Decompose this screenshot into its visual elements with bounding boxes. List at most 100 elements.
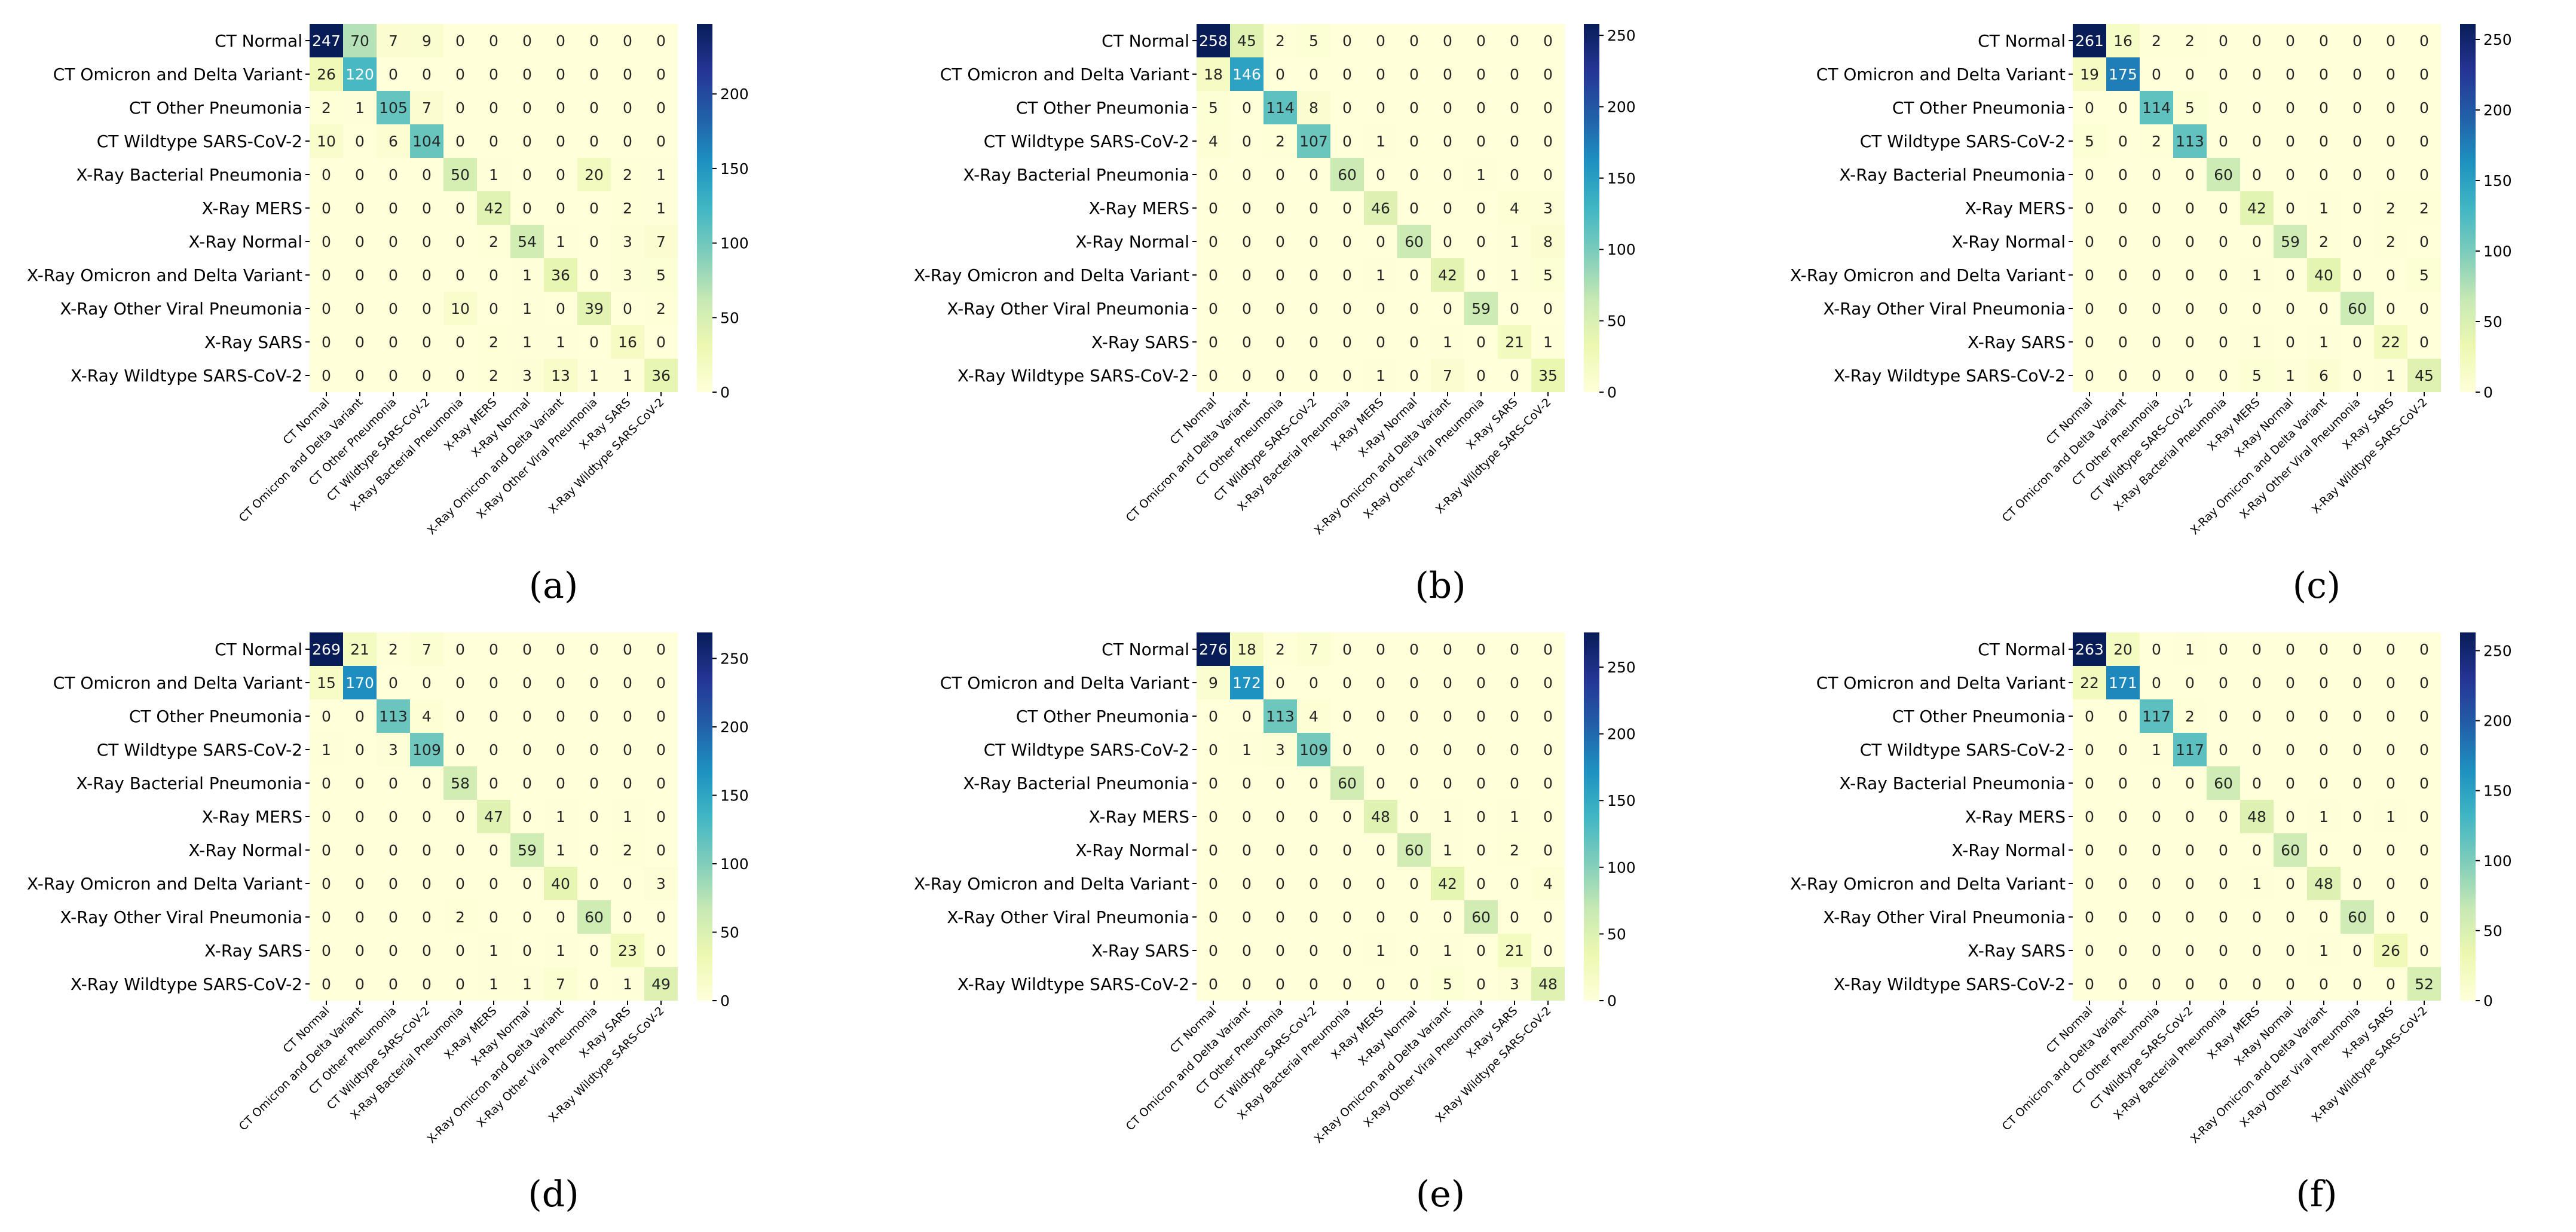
heatmap-cell xyxy=(477,124,510,158)
row-tick-label: X-Ray Wildtype SARS-CoV-2 xyxy=(957,974,1189,994)
heatmap-cell xyxy=(544,292,577,325)
cell-value-label: 0 xyxy=(1476,32,1486,50)
cell-value-label: 0 xyxy=(1242,233,1252,250)
cell-value-label: 0 xyxy=(2118,99,2128,117)
cell-value-label: 0 xyxy=(623,875,632,892)
cell-value-label: 0 xyxy=(2319,300,2329,317)
cell-value-label: 0 xyxy=(1510,708,1519,725)
heatmap-cell xyxy=(443,766,477,800)
heatmap-cell xyxy=(2240,191,2274,225)
heatmap-cell xyxy=(1297,292,1330,325)
heatmap-cell xyxy=(611,359,644,392)
cell-value-label: 36 xyxy=(651,367,671,384)
cell-value-label: 0 xyxy=(2118,334,2128,351)
heatmap-cell xyxy=(2240,24,2274,57)
heatmap-cell xyxy=(2073,225,2106,258)
heatmap-cell xyxy=(410,124,443,158)
heatmap-cell xyxy=(544,57,577,91)
cell-value-label: 0 xyxy=(2185,66,2195,83)
heatmap-cell xyxy=(310,124,343,158)
cell-value-label: 0 xyxy=(2419,99,2429,117)
heatmap-cell xyxy=(1464,934,1498,967)
heatmap-cell xyxy=(2106,632,2140,666)
cell-value-label: 0 xyxy=(455,133,465,150)
cell-value-label: 48 xyxy=(2247,808,2266,826)
row-tick-label: CT Other Pneumonia xyxy=(129,98,302,118)
cell-value-label: 0 xyxy=(1476,367,1486,384)
cell-value-label: 0 xyxy=(1309,808,1318,826)
heatmap-cell xyxy=(1397,632,1431,666)
cell-value-label: 0 xyxy=(2219,842,2228,859)
heatmap-cell xyxy=(377,666,410,699)
cell-value-label: 60 xyxy=(1471,909,1491,926)
cell-value-label: 0 xyxy=(1510,166,1519,184)
heatmap-cell xyxy=(2374,225,2407,258)
heatmap-cell xyxy=(477,24,510,57)
cell-value-label: 0 xyxy=(1443,674,1452,692)
cell-value-label: 9 xyxy=(1209,674,1218,692)
cell-value-label: 60 xyxy=(2348,909,2367,926)
row-tick-label: X-Ray Normal xyxy=(188,840,302,860)
heatmap-cell xyxy=(377,158,410,191)
cell-value-label: 3 xyxy=(1510,976,1519,993)
cell-value-label: 0 xyxy=(2352,334,2362,351)
cell-value-label: 1 xyxy=(2286,367,2295,384)
heatmap-cell xyxy=(2374,699,2407,733)
heatmap-cell xyxy=(2240,967,2274,1001)
heatmap-cell xyxy=(2140,359,2173,392)
cell-value-label: 0 xyxy=(656,909,666,926)
cell-value-label: 45 xyxy=(2415,367,2434,384)
heatmap-cell xyxy=(1297,632,1330,666)
heatmap-cell xyxy=(2374,91,2407,124)
heatmap-cell xyxy=(611,292,644,325)
cell-value-label: 1 xyxy=(1476,166,1486,184)
heatmap-cell xyxy=(1297,800,1330,833)
cell-value-label: 0 xyxy=(2219,200,2228,217)
cell-value-label: 0 xyxy=(1543,641,1553,658)
row-tick-label: X-Ray Normal xyxy=(1951,232,2066,252)
heatmap-cell xyxy=(2240,292,2274,325)
cell-value-label: 0 xyxy=(589,32,599,50)
cell-value-label: 109 xyxy=(412,741,441,759)
heatmap-cell xyxy=(2374,24,2407,57)
heatmap-cell xyxy=(2240,800,2274,833)
heatmap-cell xyxy=(2073,833,2106,867)
heatmap-cell xyxy=(1397,57,1431,91)
cell-value-label: 0 xyxy=(2386,99,2396,117)
heatmap-cell xyxy=(2106,24,2140,57)
row-tick-label: X-Ray Omicron and Delta Variant xyxy=(914,874,1189,894)
heatmap-cell xyxy=(2106,158,2140,191)
colorbar-tick-label: 50 xyxy=(1607,313,1626,330)
cell-value-label: 0 xyxy=(455,99,465,117)
cell-value-label: 5 xyxy=(1543,267,1553,284)
heatmap-cell xyxy=(310,666,343,699)
cell-value-label: 0 xyxy=(322,976,331,993)
cell-value-label: 0 xyxy=(2419,842,2429,859)
cell-value-label: 0 xyxy=(656,66,666,83)
cell-value-label: 3 xyxy=(1275,741,1285,759)
heatmap-cell xyxy=(2307,666,2341,699)
heatmap-cell xyxy=(2307,24,2341,57)
cell-value-label: 0 xyxy=(2219,741,2228,759)
heatmap-cell xyxy=(2240,91,2274,124)
cell-value-label: 15 xyxy=(317,674,336,692)
heatmap-cell xyxy=(2341,800,2374,833)
heatmap-cell xyxy=(310,292,343,325)
heatmap-cell xyxy=(1230,699,1263,733)
heatmap-cell xyxy=(2173,967,2207,1001)
cell-value-label: 0 xyxy=(2152,909,2161,926)
cell-value-label: 1 xyxy=(2252,267,2262,284)
cell-value-label: 0 xyxy=(1309,942,1318,959)
heatmap-cell xyxy=(2407,24,2441,57)
heatmap-cell xyxy=(1397,766,1431,800)
colorbar-tick-label: 200 xyxy=(720,85,749,103)
cell-value-label: 0 xyxy=(2118,133,2128,150)
heatmap-cell xyxy=(1330,699,1364,733)
cell-value-label: 0 xyxy=(522,166,532,184)
cell-value-label: 0 xyxy=(623,708,632,725)
heatmap-cell xyxy=(1263,325,1297,359)
row-tick-label: X-Ray SARS xyxy=(204,332,302,352)
cell-value-label: 1 xyxy=(1443,808,1452,826)
cell-value-label: 10 xyxy=(317,133,336,150)
cell-value-label: 0 xyxy=(489,300,498,317)
